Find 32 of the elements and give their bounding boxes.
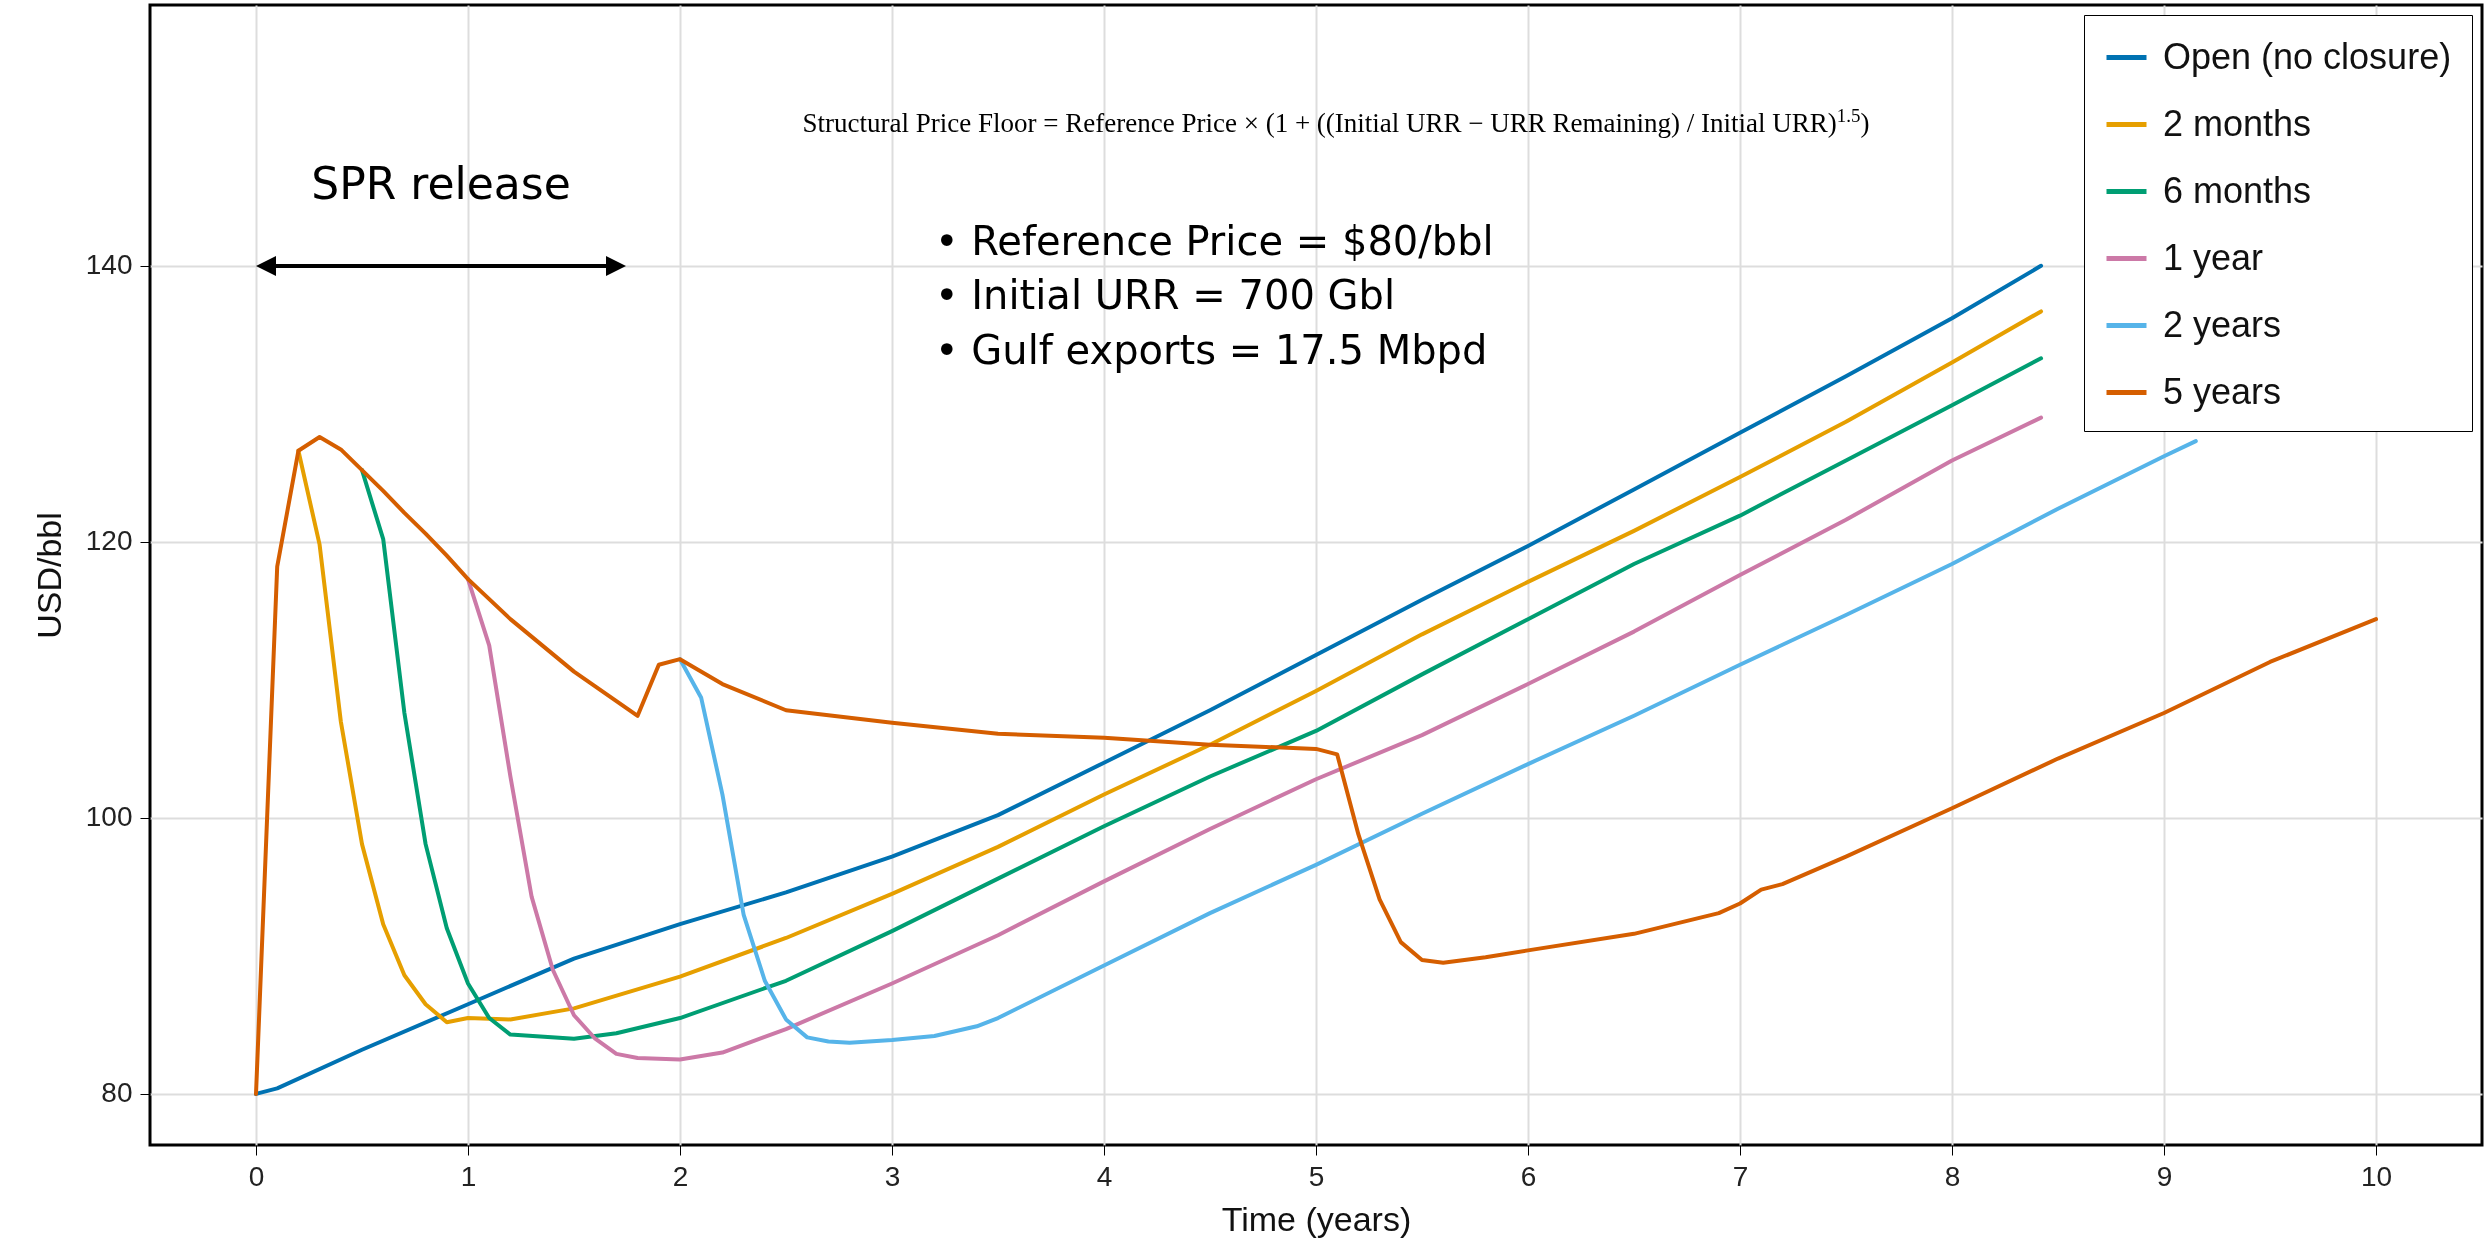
legend-label: 2 months [2163, 102, 2312, 144]
legend-label: 5 years [2163, 370, 2282, 412]
x-tick-label: 3 [884, 1160, 901, 1192]
y-tick-label: 80 [101, 1077, 133, 1109]
line-series [678, 439, 2198, 1045]
annotation: Structural Price Floor = Reference Price × (1 + ((Initial URR − URR Remaining) / Initial URR)$^{1.5}$) [802, 104, 1870, 138]
x-tick-label: 9 [2156, 1160, 2173, 1192]
x-tick-label: 10 [2360, 1160, 2393, 1192]
x-tick-label: 4 [1096, 1160, 1113, 1192]
legend-label: 2 years [2163, 303, 2282, 345]
annotation: SPR release [311, 158, 571, 209]
y-tick-label: 100 [85, 801, 133, 833]
x-tick-label: 2 [672, 1160, 689, 1192]
x-tick-label: 0 [248, 1160, 265, 1192]
x-axis-title: Time (years) [1221, 1199, 1412, 1238]
annotation: • Reference Price = $80/bbl [935, 218, 1494, 264]
annotation: • Initial URR = 700 Gbl [935, 272, 1396, 318]
y-axis-title: USD/bbl [29, 512, 68, 639]
x-tick-label: 7 [1732, 1160, 1749, 1192]
y-tick-label: 120 [85, 525, 133, 557]
legend-label: 1 year [2163, 236, 2264, 278]
line-series [254, 263, 2044, 1096]
legend-label: 6 months [2163, 169, 2312, 211]
line-series [466, 415, 2044, 1062]
x-tick-label: 5 [1308, 1160, 1325, 1192]
x-tick-label: 1 [460, 1160, 477, 1192]
x-tick-label: 6 [1520, 1160, 1537, 1192]
annotation: • Gulf exports = 17.5 Mbpd [935, 327, 1488, 373]
legend-label: Open (no closure) [2163, 35, 2452, 77]
x-tick-label: 8 [1944, 1160, 1961, 1192]
line-series [254, 434, 2378, 1096]
y-tick-label: 140 [85, 249, 133, 281]
